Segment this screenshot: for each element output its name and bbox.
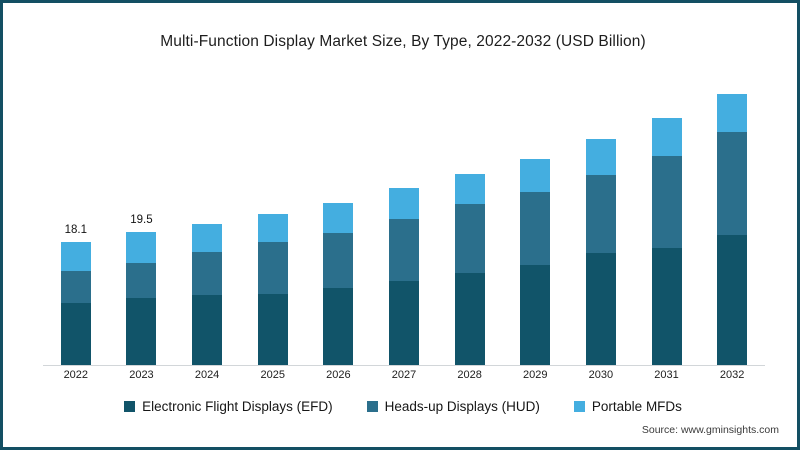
bar-segment [192,294,223,365]
bar-segment [585,253,616,365]
bar-column [323,202,354,365]
bar-segment [389,219,419,282]
bar-segment [520,159,551,192]
x-axis-tick-2032: 2032 [719,369,745,381]
x-axis-tick-labels: 2022 2023 2024 2025 2026 2027 2028 2029 2030 2031… [43,369,765,389]
bar-segment [717,94,748,132]
x-axis-tick-2029: 2029 [523,369,548,381]
bar-segment [257,242,288,295]
bar-segment [323,233,354,288]
bar-segment [60,270,91,303]
legend-swatch-icon [124,401,136,412]
bar-segment [389,187,419,220]
bar-segment [454,272,485,365]
bar-column [60,241,91,365]
x-axis-tick-2023: 2023 [129,369,154,381]
bar-segment [717,235,748,365]
bar-segment [585,175,616,254]
x-axis-tick-2024: 2024 [194,369,220,381]
legend-item-0[interactable]: Electronic Flight Displays (EFD) [124,399,333,414]
bar-column [717,94,748,365]
bar-segment [585,138,616,176]
bar-segment [389,281,419,365]
source-attribution: Source: www.gminsights.com [641,424,779,436]
bar-segment [126,232,157,264]
bar-column [192,223,223,365]
legend-label: Heads-up Displays (HUD) [384,399,540,414]
bar-segment [651,247,682,365]
bar-column [257,214,288,365]
bar-segment [323,287,354,365]
chart-title: Multi-Function Display Market Size, By T… [160,33,646,50]
bar-segment [323,202,354,234]
bar-segment [520,191,551,266]
legend-label: Portable MFDs [591,399,682,414]
bar-column [389,187,419,365]
bar-segment [60,241,91,271]
bar-segment [454,204,485,273]
bar-value-label: 19.5 [130,214,153,227]
plot-area: 18.1 19.5 [43,65,765,365]
x-axis-tick-2028: 2028 [457,369,482,381]
bar-segment [717,131,748,236]
bar-column [454,174,485,365]
bar-segment [60,302,91,365]
bar-segment [257,294,288,365]
bar-segment [126,263,157,299]
bar-column [585,138,616,365]
legend-swatch-icon [366,401,378,412]
legend-swatch-icon [573,401,585,412]
bar-segment [192,223,223,252]
bar-segment [257,214,288,243]
bar-segment [126,298,157,365]
x-axis-tick-2030: 2030 [588,369,614,381]
bar-segment [520,265,551,365]
bar-segment [192,251,223,295]
legend-item-2[interactable]: Portable MFDs [573,399,682,414]
bar-column [651,118,682,365]
x-axis-tick-2031: 2031 [654,369,679,381]
bar-segment [651,156,682,248]
x-axis-tick-2022: 2022 [63,369,89,381]
bar-segment [454,174,485,205]
bar-segment [651,118,682,157]
x-axis-line [43,365,765,366]
chart-legend: Electronic Flight Displays (EFD) Heads-up… [3,399,797,414]
x-axis-tick-2027: 2027 [391,369,417,381]
bar-column [126,232,157,365]
bar-column [520,159,551,365]
bar-value-label: 18.1 [64,223,88,236]
legend-item-1[interactable]: Heads-up Displays (HUD) [366,399,540,414]
x-axis-tick-2025: 2025 [260,369,285,381]
legend-label: Electronic Flight Displays (EFD) [142,399,333,414]
x-axis-tick-2026: 2026 [326,369,351,381]
